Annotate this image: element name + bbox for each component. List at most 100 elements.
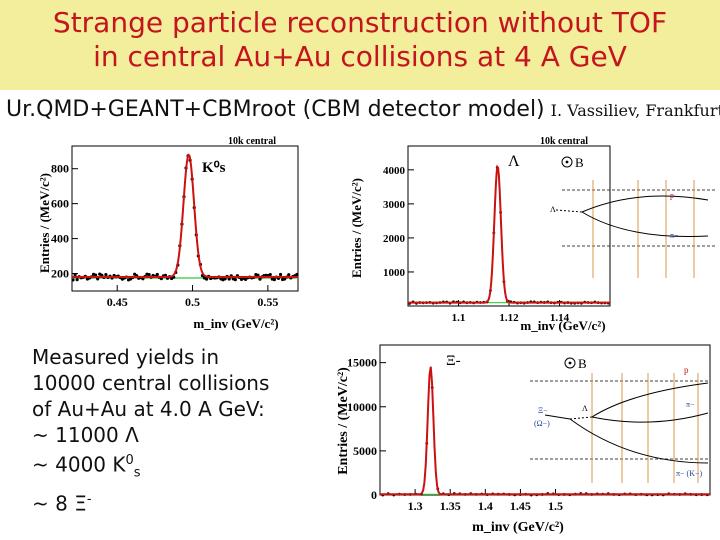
k0s-data-point	[73, 272, 77, 277]
chart-lambda-particle-label: Λ	[508, 153, 520, 170]
lambda-xtick-label: 1.12	[499, 312, 519, 324]
k0s-ytick-label: 600	[51, 197, 69, 211]
yields-k0s-sup: 0	[125, 453, 134, 468]
k0s-data-point	[278, 272, 283, 277]
lambda-ytick-label: 1000	[383, 267, 406, 279]
k0s-data-point	[272, 278, 276, 282]
k0s-data-point	[258, 277, 262, 281]
xi-inset-b: B	[578, 356, 587, 371]
xi-inset-omega-label: (Ω−)	[534, 419, 550, 428]
xi-signal-fit	[380, 366, 710, 496]
k0s-data-point	[204, 277, 209, 281]
chart-xi: 1.3 1.35 1.4 1.45 1.5 0 5000 10000 15000 Ξ- Entr…	[336, 344, 711, 535]
xi-xtick-label: 1.35	[440, 499, 461, 513]
xi-xtick-label: 1.45	[510, 499, 531, 513]
yields-xi: ~ 8 Ξ-	[32, 487, 269, 517]
chart-xi-ylabel: Entries / (MeV/c²)	[336, 367, 351, 475]
k0s-xtick-label: 0.5	[185, 295, 200, 309]
yields-line-1: Measured yields in	[32, 345, 220, 369]
chart-lambda-frame	[407, 145, 611, 307]
xi-ytick-label: 15000	[347, 356, 377, 370]
slide-title-banner: Strange particle reconstruction without …	[0, 0, 720, 90]
lambda-inset-b: B	[575, 155, 584, 170]
k0s-data-point	[147, 272, 151, 277]
k0s-data-point	[227, 277, 231, 281]
chart-k0s-particle-label: K⁰s	[202, 160, 226, 176]
xi-inset-p-label: p	[684, 365, 689, 375]
k0s-data-point	[295, 272, 299, 277]
xi-inset-track-p	[591, 382, 709, 418]
xi-ytick-label: 5000	[353, 444, 377, 458]
yields-xi-prefix: ~ 8 Ξ	[32, 491, 87, 516]
chart-lambda: 10k central 1.1 1.12 1.141000200030004000 …	[349, 136, 716, 333]
xi-inset-track-pi-a	[591, 412, 709, 423]
k0s-ytick-label: 400	[51, 232, 69, 246]
k0s-data-point	[104, 272, 108, 277]
title-line-2: in central Au+Au collisions at 4 A GeV	[93, 40, 627, 73]
yields-line-3: of Au+Au at 4.0 A GeV:	[32, 397, 265, 421]
xi-inset-pi-label: π−	[686, 400, 695, 409]
yields-k0s: ~ 4000 K0s	[32, 448, 269, 487]
chart-k0s-ylabel: Entries / (MeV/c²)	[37, 173, 52, 273]
k0s-data-point	[233, 278, 237, 282]
lambda-signal-fit	[408, 164, 610, 304]
chart-lambda-header: 10k central	[540, 136, 588, 147]
lambda-ytick-label: 4000	[383, 165, 406, 177]
lambda-xtick-label: 1.14	[550, 312, 570, 324]
title-line-1: Strange particle reconstruction without …	[52, 6, 668, 39]
yields-xi-sup: -	[86, 491, 92, 507]
xi-inset-lambda-label: Λ	[582, 404, 588, 413]
yields-k0s-sub: s	[133, 465, 141, 481]
chart-lambda-ylabel: Entries / (MeV/c²)	[349, 178, 364, 278]
k0s-xtick-label: 0.55	[257, 295, 278, 309]
k0s-data-point	[155, 272, 159, 277]
xi-xtick-label: 1.5	[548, 499, 563, 513]
yields-k0s-prefix: ~ 4000 K	[32, 452, 126, 477]
lambda-decay-diagram: B Λ p π−	[550, 155, 716, 278]
lambda-inset-pi-label: π−	[670, 231, 679, 240]
subtitle-credit: I. Vassiliev, Frankfurt	[550, 101, 720, 120]
lambda-xtick-label: 1.1	[452, 312, 466, 324]
subtitle: Ur.QMD+GEANT+CBMroot (CBM detector model…	[6, 97, 720, 122]
lambda-ytick-label: 2000	[383, 233, 406, 245]
xi-inset-track-pi-b	[569, 418, 709, 464]
lambda-inset-p-label: p	[670, 191, 674, 200]
lambda-ytick-label: 3000	[383, 199, 406, 211]
subtitle-model: Ur.QMD+GEANT+CBMroot (CBM detector model…	[6, 97, 545, 122]
b-field-dot-icon	[565, 160, 569, 164]
b-field-icon	[564, 357, 576, 369]
chart-xi-xlabel: m_inv (GeV/c²)	[472, 520, 564, 535]
chart-k0s-header: 10k central	[228, 136, 276, 147]
chart-lambda-xlabel: m_inv (GeV/c²)	[520, 318, 605, 333]
xi-xtick-label: 1.3	[408, 499, 423, 513]
k0s-data-point	[256, 273, 260, 277]
lambda-inset-track-pi	[581, 211, 709, 237]
k0s-data-point	[96, 277, 100, 281]
lambda-inset-track-lambda	[555, 209, 583, 213]
b-field-dot-icon	[568, 361, 572, 365]
k0s-data-point	[71, 278, 75, 282]
xi-decay-diagram: B Ξ− (Ω−) Λ p π− π− (K−)	[530, 356, 709, 483]
k0s-data-point	[100, 273, 104, 277]
xi-inset-xi-label: Ξ−	[538, 406, 548, 415]
k0s-ytick-label: 200	[51, 267, 69, 281]
b-field-icon	[561, 156, 573, 168]
measured-yields-text: Measured yields in 10000 central collisi…	[32, 344, 269, 516]
k0s-xtick-label: 0.45	[107, 295, 128, 309]
lambda-inset-track-p	[581, 195, 709, 213]
chart-xi-particle-label: Ξ-	[446, 353, 461, 369]
xi-ytick-label: 10000	[347, 400, 377, 414]
k0s-data-point	[223, 277, 227, 281]
k0s-data-point	[268, 272, 272, 277]
k0s-data-point	[94, 273, 98, 277]
k0s-data-point	[287, 273, 291, 277]
chart-k0s-frame	[71, 145, 299, 292]
chart-k0s-xlabel: m_inv (GeV/c²)	[193, 316, 278, 331]
yields-line-2: 10000 central collisions	[32, 371, 270, 395]
k0s-ytick-label: 800	[51, 162, 69, 176]
k0s-data-point	[75, 277, 79, 282]
k0s-data-point	[283, 277, 287, 281]
xi-ytick-label: 0	[371, 488, 377, 502]
lambda-inset-lambda-label: Λ	[550, 205, 556, 214]
